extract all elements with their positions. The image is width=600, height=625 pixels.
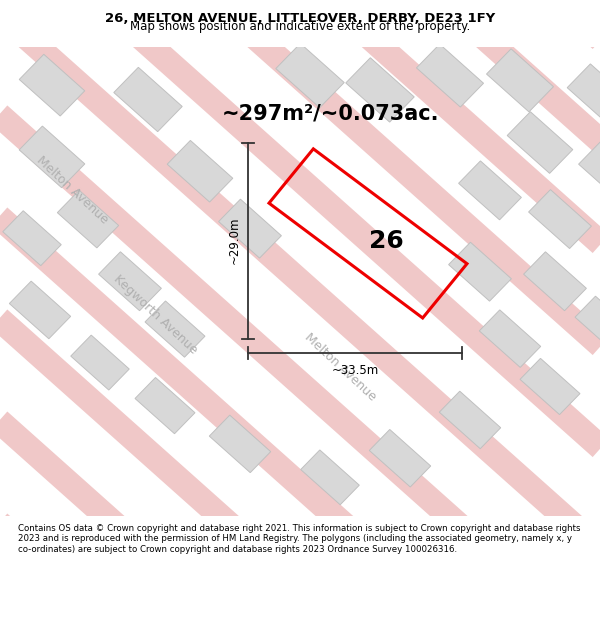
Polygon shape <box>458 161 521 220</box>
Polygon shape <box>346 58 414 122</box>
Polygon shape <box>71 335 129 390</box>
Polygon shape <box>369 429 431 487</box>
Text: ~29.0m: ~29.0m <box>227 217 241 264</box>
Polygon shape <box>10 281 71 339</box>
Text: 26, MELTON AVENUE, LITTLEOVER, DERBY, DE23 1FY: 26, MELTON AVENUE, LITTLEOVER, DERBY, DE… <box>105 12 495 25</box>
Polygon shape <box>524 252 586 311</box>
Polygon shape <box>167 141 233 202</box>
Polygon shape <box>19 54 85 116</box>
Polygon shape <box>567 64 600 126</box>
Text: Melton Avenue: Melton Avenue <box>34 154 110 227</box>
Polygon shape <box>416 44 484 107</box>
Polygon shape <box>529 189 592 249</box>
Polygon shape <box>487 49 553 112</box>
Polygon shape <box>575 296 600 352</box>
Polygon shape <box>145 301 205 358</box>
Polygon shape <box>218 199 281 258</box>
Polygon shape <box>114 68 182 132</box>
Polygon shape <box>58 190 119 248</box>
Polygon shape <box>135 378 195 434</box>
Polygon shape <box>19 126 85 188</box>
Polygon shape <box>439 391 501 449</box>
Text: ~33.5m: ~33.5m <box>331 364 379 377</box>
Polygon shape <box>449 242 511 301</box>
Polygon shape <box>276 43 344 108</box>
Polygon shape <box>578 142 600 201</box>
Polygon shape <box>507 112 573 173</box>
Polygon shape <box>209 415 271 472</box>
Text: Contains OS data © Crown copyright and database right 2021. This information is : Contains OS data © Crown copyright and d… <box>18 524 581 554</box>
Polygon shape <box>3 211 61 266</box>
Polygon shape <box>301 450 359 505</box>
Polygon shape <box>520 358 580 414</box>
Text: 26: 26 <box>368 229 403 253</box>
Text: Melton Avenue: Melton Avenue <box>302 331 379 404</box>
Polygon shape <box>98 252 161 311</box>
Text: ~297m²/~0.073ac.: ~297m²/~0.073ac. <box>221 104 439 124</box>
Text: Map shows position and indicative extent of the property.: Map shows position and indicative extent… <box>130 20 470 32</box>
Text: Kegworth Avenue: Kegworth Avenue <box>110 272 199 357</box>
Polygon shape <box>479 310 541 368</box>
